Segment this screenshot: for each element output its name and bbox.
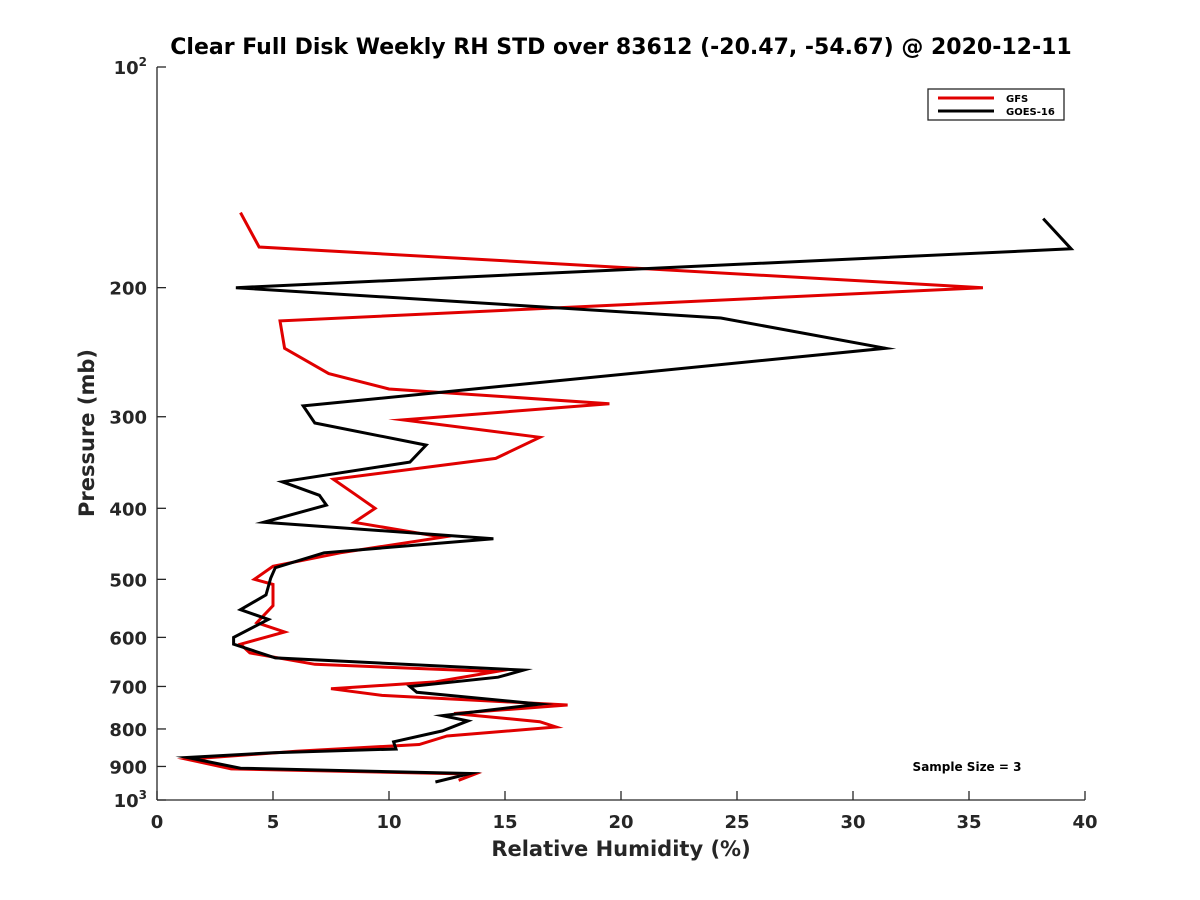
y-tick-label: 600: [109, 628, 147, 649]
x-tick-label: 20: [608, 812, 633, 833]
y-tick-label: 200: [109, 279, 147, 300]
y-tick-label: 400: [109, 499, 147, 520]
legend-entry-label: GOES-16: [1006, 107, 1055, 118]
legend-entry-label: GFS: [1006, 94, 1028, 105]
x-tick-label: 25: [724, 812, 749, 833]
y-tick-label: 900: [109, 757, 147, 778]
y-tick-label: 102: [114, 55, 147, 79]
chart-title: Clear Full Disk Weekly RH STD over 83612…: [170, 35, 1071, 60]
legend-box: [927, 88, 1065, 121]
x-tick-label: 0: [151, 812, 164, 833]
x-tick-label: 30: [840, 812, 865, 833]
y-tick-label: 103: [114, 788, 147, 812]
y-tick-label: 300: [109, 408, 147, 429]
y-tick-label: 500: [109, 570, 147, 591]
legend: GFS GOES-16: [927, 88, 1065, 121]
series-line-goes-16: [175, 217, 1075, 784]
y-tick-label: 800: [109, 720, 147, 741]
series-line-gfs: [176, 211, 983, 782]
y-axis-label: Pressure (mb): [75, 349, 99, 517]
x-axis-label: Relative Humidity (%): [491, 837, 750, 861]
plot-area: 0 5 10 15 20 25 30 35 40 102 200 300 400 500 600 700 800…: [109, 55, 1097, 833]
sample-size-annotation: Sample Size = 3: [913, 760, 1022, 774]
x-tick-label: 40: [1072, 812, 1097, 833]
x-tick-label: 35: [956, 812, 981, 833]
x-tick-label: 10: [376, 812, 401, 833]
y-tick-label: 700: [109, 677, 147, 698]
x-tick-label: 15: [492, 812, 517, 833]
x-tick-label: 5: [267, 812, 280, 833]
